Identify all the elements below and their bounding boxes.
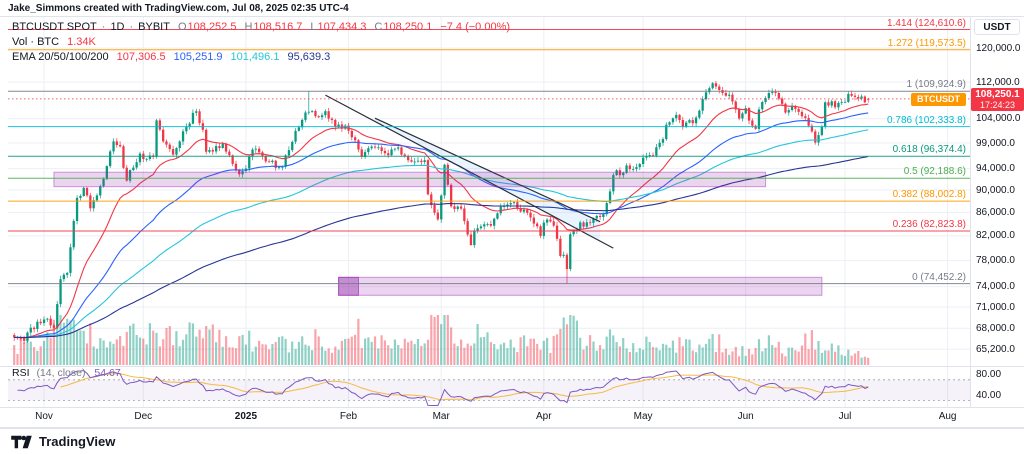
chart-legend: BTCUSDT SPOT · 1D · BYBIT O108,252.5 H10…	[12, 20, 510, 65]
price-axis-label: 112,000.0	[976, 76, 1020, 88]
rsi-band	[8, 379, 970, 401]
time-axis-label: May	[633, 411, 653, 422]
time-axis[interactable]: Nov Dec 2025 Feb Mar Apr May Jun Jul Aug	[0, 408, 1024, 427]
tradingview-logo-text[interactable]: TradingView	[39, 434, 116, 449]
legend-separator: ·	[129, 21, 134, 33]
legend-symbol: BTCUSDT SPOT	[12, 21, 97, 33]
trendline[interactable]	[325, 94, 614, 249]
supply-demand-zone[interactable]	[53, 171, 767, 188]
attribution-bar: Jake_Simmons created with TradingView.co…	[0, 0, 1024, 16]
price-axis-label: 71,000.0	[976, 301, 1015, 313]
rsi-line	[17, 369, 869, 406]
price-axis-label: 99,000.0	[976, 137, 1015, 149]
price-axis-label: 82,000.0	[976, 230, 1015, 242]
supply-demand-zone[interactable]	[338, 276, 360, 296]
supply-demand-zone[interactable]	[338, 276, 823, 296]
price-axis-label: 78,000.0	[976, 255, 1015, 267]
last-price-tag: 108,250.1 17:24:23	[971, 87, 1024, 111]
bar-countdown: 17:24:23	[979, 99, 1016, 110]
time-axis-label: Aug	[938, 411, 957, 422]
legend-exchange: BYBIT	[138, 21, 170, 33]
ohlc-open: O108,252.5	[177, 21, 237, 33]
ema-100-value: 101,496.1	[230, 51, 280, 63]
last-price-value: 108,250.1	[975, 88, 1020, 100]
ema-line-20	[14, 103, 869, 339]
ohlc-high: H108,516.7	[244, 21, 303, 33]
volume-label: Vol · BTC	[12, 36, 60, 48]
ema-20-value: 107,306.5	[116, 51, 166, 63]
ema-200-value: 95,639.3	[287, 51, 331, 63]
volume-bars	[13, 315, 870, 365]
price-axis-label: 68,000.0	[976, 322, 1015, 334]
ema-50-value: 105,251.9	[173, 51, 223, 63]
rsi-value: 54.67	[94, 367, 121, 379]
price-axis[interactable]: USDT 120,000.0 112,000.0 104,000.0 99,000.0…	[971, 0, 1024, 427]
rsi-label: RSI	[12, 367, 30, 379]
time-axis-label: Jun	[737, 411, 754, 422]
ohlc-low: L107,434.3	[310, 21, 367, 33]
time-axis-label: 2025	[234, 411, 258, 422]
price-axis-label: 65,200.0	[976, 343, 1015, 355]
time-axis-label: Feb	[339, 411, 358, 422]
price-axis-label: 90,000.0	[976, 184, 1015, 196]
attribution-text: Jake_Simmons created with TradingView.co…	[8, 2, 349, 14]
trend-channel-fill	[375, 118, 601, 241]
ema-line-100	[14, 129, 869, 339]
ohlc-close: C108,250.1	[374, 21, 433, 33]
ema-line-50	[14, 112, 869, 339]
rsi-legend[interactable]: RSI (14, close) 54.67	[12, 367, 121, 379]
time-axis-label: Nov	[35, 411, 53, 422]
volume-value: 1.34K	[67, 36, 96, 48]
legend-volume-row[interactable]: Vol · BTC 1.34K	[12, 35, 510, 49]
legend-symbol-row[interactable]: BTCUSDT SPOT · 1D · BYBIT O108,252.5 H10…	[12, 20, 510, 34]
tradingview-logo-icon[interactable]	[10, 434, 33, 450]
legend-separator: ·	[101, 21, 106, 33]
rsi-axis-label: 40.00	[976, 389, 1002, 401]
price-axis-label: 74,000.0	[976, 281, 1015, 293]
price-axis-label: 120,000.0	[976, 42, 1021, 54]
currency-label[interactable]: USDT	[974, 19, 1020, 35]
legend-ema-row[interactable]: EMA 20/50/100/200 107,306.5 105,251.9 10…	[12, 50, 510, 64]
footer-bar: TradingView	[0, 428, 1024, 454]
rsi-ma-line	[60, 373, 869, 401]
price-axis-label: 104,000.0	[976, 113, 1021, 125]
price-axis-label: 86,000.0	[976, 206, 1015, 218]
trendline[interactable]	[374, 117, 601, 223]
ema-line-200	[14, 155, 869, 339]
time-axis-label: Apr	[536, 411, 552, 422]
ema-label: EMA 20/50/100/200	[12, 51, 109, 63]
legend-timeframe: 1D	[110, 21, 125, 33]
time-axis-label: Mar	[432, 411, 450, 422]
time-axis-label: Dec	[134, 411, 153, 422]
price-axis-label: 94,000.0	[976, 163, 1015, 175]
rsi-axis-label: 80.00	[976, 369, 1002, 381]
price-change: −7.4 (−0.00%)	[440, 21, 511, 33]
symbol-price-tag: BTCUSDT	[911, 92, 966, 106]
time-axis-label: Jul	[838, 411, 852, 422]
rsi-params: (14, close)	[36, 367, 86, 379]
